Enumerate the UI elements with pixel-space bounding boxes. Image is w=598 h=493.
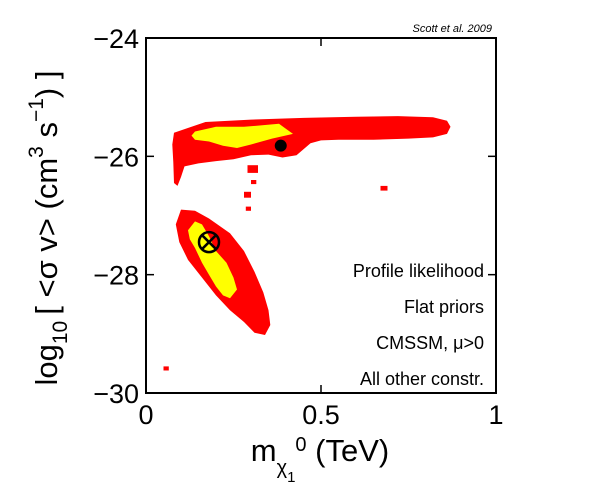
plot-frame <box>145 37 497 394</box>
axis-ticks: 0 0.5 1 −30 −28 −26 −24 <box>93 24 503 430</box>
region-95-cl-5 <box>380 185 388 191</box>
annotation-0: Profile likelihood <box>353 261 484 281</box>
y-label-mid: s <box>29 122 64 146</box>
y-label-end: ) ] <box>29 71 64 99</box>
annotation-3: All other constr. <box>360 369 484 389</box>
x-axis-label: mχ10 (TeV) <box>251 433 389 486</box>
x-label-sup: 0 <box>295 434 306 456</box>
y-label-sup1: 3 <box>25 146 48 158</box>
y-tick-label-1: −28 <box>93 261 139 291</box>
x-label-sub: χ <box>277 457 288 479</box>
x-tick-label-0: 0 <box>138 400 153 430</box>
y-label-prefix: log <box>29 344 64 385</box>
marker-posterior-mean <box>197 230 221 254</box>
y-tick-label-2: −26 <box>93 142 139 172</box>
credit-label: Scott et al. 2009 <box>413 23 493 35</box>
region-95-cl-6 <box>245 206 251 211</box>
annotation-2: CMSSM, μ>0 <box>376 333 484 353</box>
y-label-main: [ <σ v> (cm <box>29 158 64 315</box>
x-label-subsub: 1 <box>287 469 295 486</box>
y-label-sub: 10 <box>49 321 72 344</box>
x-label-units: (TeV) <box>307 433 390 468</box>
annotation-1: Flat priors <box>404 297 484 317</box>
y-axis-label: log10 [ <σ v> (cm3 s−1) ] <box>25 71 72 386</box>
region-95-cl-7 <box>163 366 169 371</box>
chart-markers <box>197 139 287 254</box>
y-tick-label-0: −30 <box>93 379 139 409</box>
region-95-cl-4 <box>251 180 257 185</box>
x-tick-label-2: 1 <box>488 400 503 430</box>
region-95-cl-2 <box>247 165 258 173</box>
y-tick-label-3: −24 <box>93 24 139 54</box>
region-68-cl-0 <box>191 123 293 148</box>
x-label-main: m <box>251 433 277 468</box>
y-label-sup2: −1 <box>25 98 48 122</box>
annotations: Profile likelihood Flat priors CMSSM, μ>0 A… <box>353 261 484 389</box>
marker-best-fit <box>274 139 287 152</box>
x-tick-label-1: 0.5 <box>302 400 340 430</box>
region-95-cl-3 <box>244 191 251 198</box>
